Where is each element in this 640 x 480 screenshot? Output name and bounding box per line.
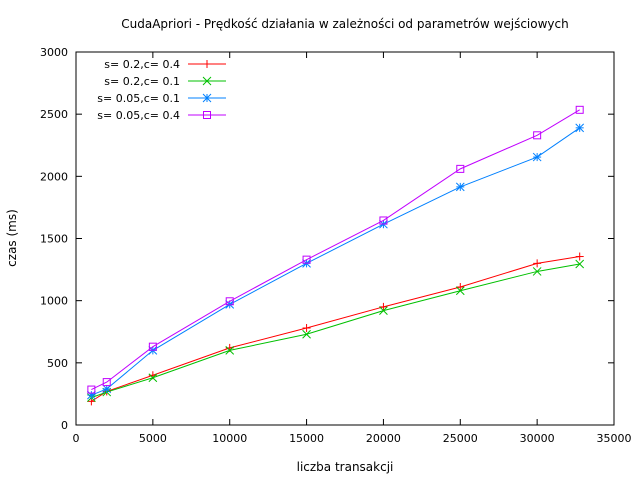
- y-tick-label: 1500: [40, 233, 68, 246]
- data-point: [148, 373, 158, 383]
- data-point: [456, 282, 465, 291]
- x-tick-label: 30000: [520, 432, 555, 445]
- legend-label: s= 0.05,c= 0.4: [97, 109, 180, 122]
- data-point: [379, 302, 388, 311]
- series-line: [91, 109, 580, 391]
- data-point: [87, 390, 96, 400]
- data-point: [575, 259, 585, 269]
- legend: s= 0.2,c= 0.4 s= 0.2,c= 0.1 s= 0.05,c= 0.1…: [97, 58, 226, 122]
- y-tick-label: 0: [61, 419, 68, 432]
- y-tick-label: 2000: [40, 170, 68, 183]
- data-point: [575, 105, 584, 114]
- axis-ticks: 0 5000 10000 15000 20000 25000 30000 35000 0 500 1…: [40, 46, 632, 445]
- data-point: [456, 164, 465, 173]
- y-tick-label: 2500: [40, 108, 68, 121]
- data-point: [533, 131, 542, 140]
- series-2: [87, 259, 585, 403]
- data-point: [225, 346, 235, 355]
- data-point: [87, 385, 96, 394]
- x-tick-label: 15000: [289, 432, 324, 445]
- series-1: [87, 252, 584, 406]
- data-point: [532, 152, 542, 162]
- y-tick-label: 3000: [40, 46, 68, 59]
- data-point: [102, 378, 111, 387]
- data-point: [148, 342, 157, 351]
- data-point: [379, 216, 388, 225]
- data-point: [575, 123, 585, 133]
- data-point: [225, 297, 234, 306]
- legend-marker: [202, 93, 212, 103]
- y-axis-title: czas (ms): [5, 209, 19, 267]
- data-point: [379, 306, 388, 315]
- legend-marker: [203, 60, 211, 68]
- data-point: [455, 286, 465, 296]
- data-point: [302, 324, 311, 333]
- data-point: [455, 182, 465, 192]
- legend-label: s= 0.2,c= 0.1: [104, 75, 180, 88]
- chart-title: CudaApriori - Prędkość działania w zależ…: [121, 17, 568, 31]
- y-tick-label: 1000: [40, 295, 68, 308]
- x-axis-title: liczba transakcji: [297, 460, 394, 474]
- x-tick-label: 5000: [139, 432, 167, 445]
- series-4: [87, 105, 584, 394]
- series-line: [91, 256, 580, 402]
- data-point: [575, 252, 584, 261]
- data-point: [532, 267, 542, 276]
- x-tick-label: 25000: [443, 432, 478, 445]
- x-tick-label: 35000: [597, 432, 632, 445]
- legend-marker: [202, 76, 212, 86]
- data-point: [533, 259, 542, 268]
- plot-area-frame: [75, 51, 615, 426]
- legend-marker: [203, 111, 211, 119]
- x-tick-label: 10000: [212, 432, 247, 445]
- legend-label: s= 0.2,c= 0.4: [104, 58, 180, 71]
- data-point: [102, 384, 112, 394]
- x-tick-label: 0: [73, 432, 80, 445]
- x-tick-label: 20000: [366, 432, 401, 445]
- series-3: [87, 123, 585, 400]
- data-point: [302, 329, 311, 339]
- series-line: [91, 263, 580, 399]
- series-line: [91, 127, 580, 396]
- y-tick-label: 500: [47, 357, 68, 370]
- data-point: [302, 255, 311, 264]
- legend-label: s= 0.05,c= 0.1: [97, 92, 180, 105]
- series-layer: [87, 105, 585, 406]
